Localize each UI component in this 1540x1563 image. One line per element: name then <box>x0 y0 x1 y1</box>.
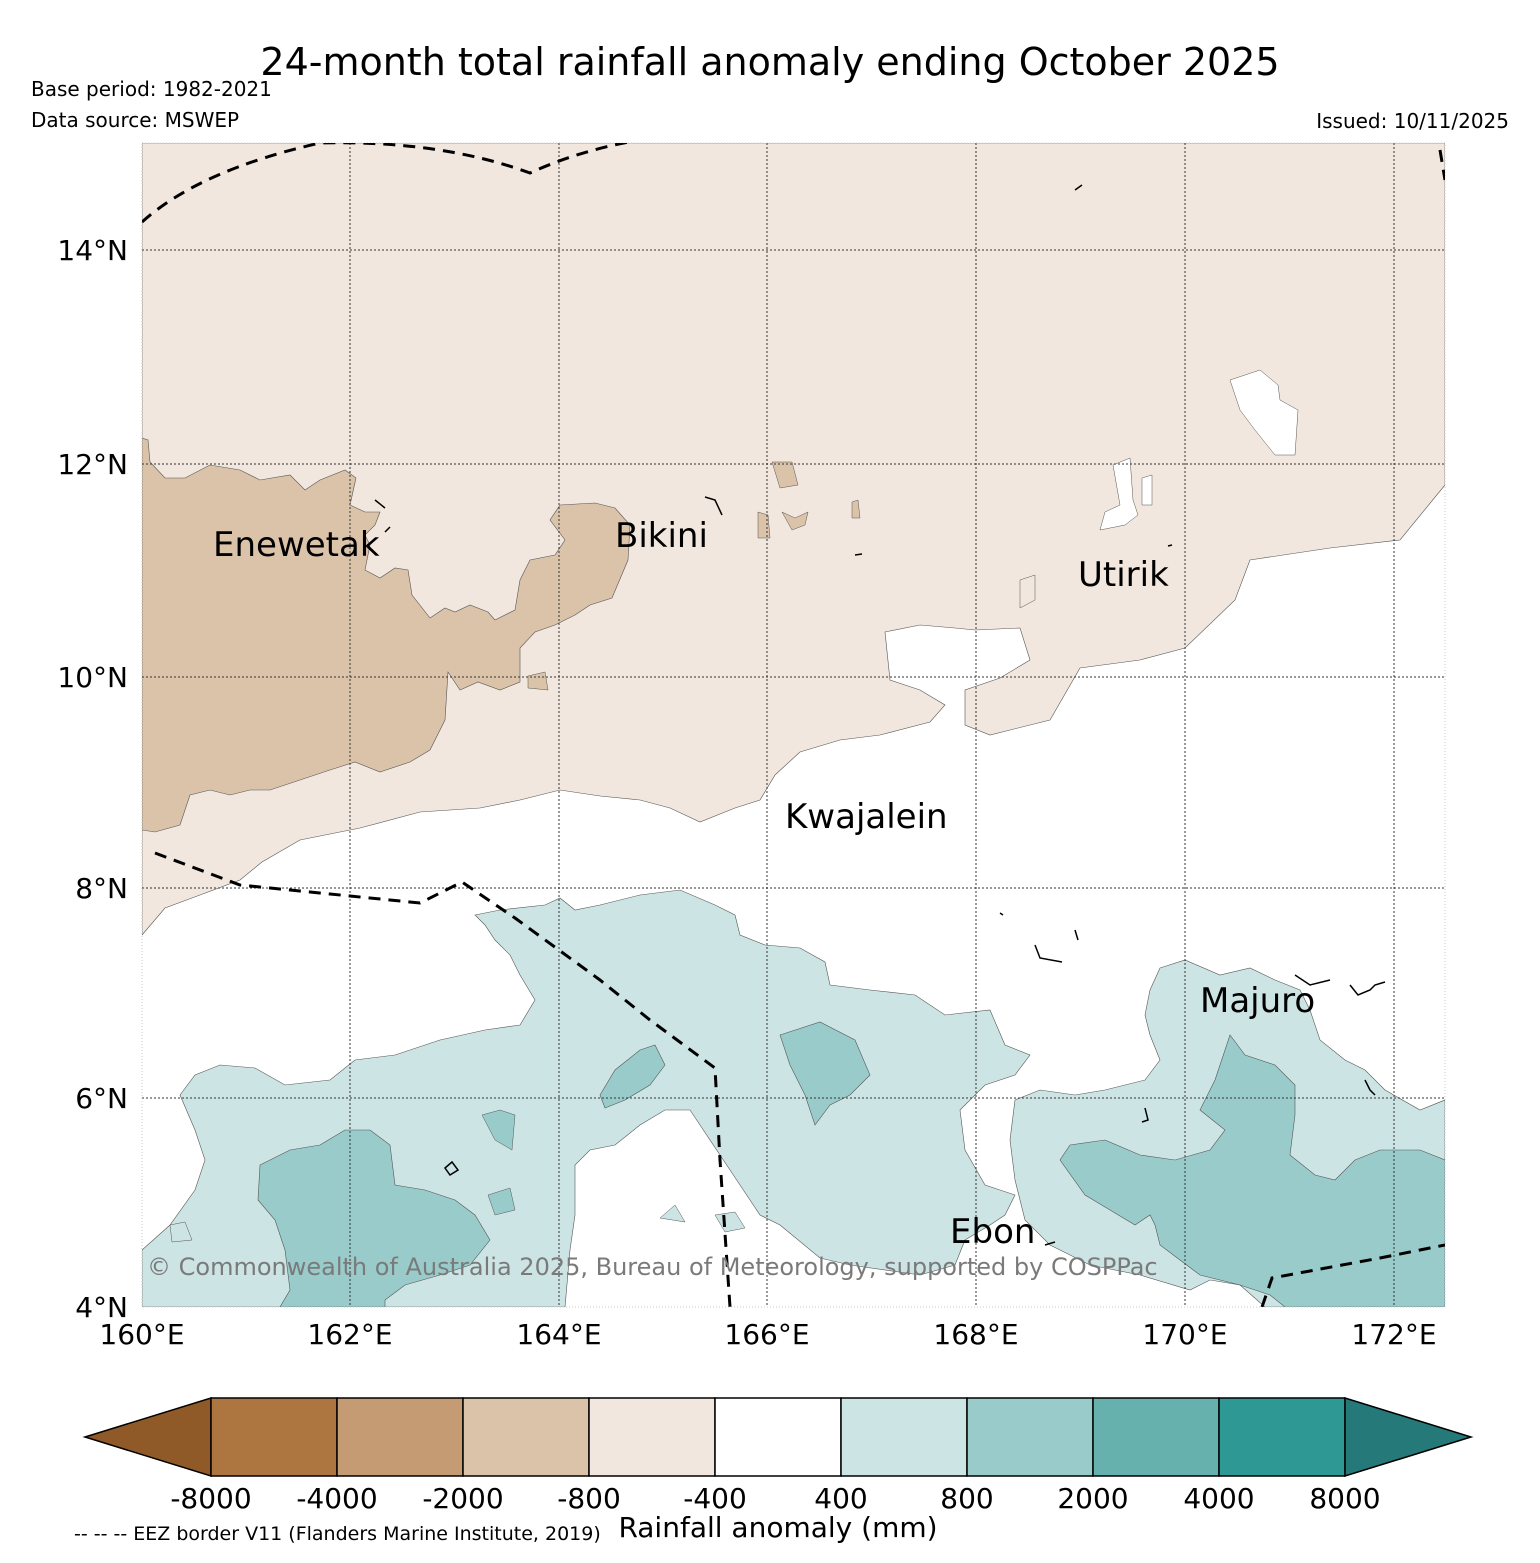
island-outlines <box>374 184 1386 1246</box>
place-label-ebon: Ebon <box>950 1212 1035 1252</box>
colorbar-segment <box>210 1397 338 1477</box>
colorbar-tick-label: -400 <box>683 1482 747 1510</box>
lat-label: 4°N <box>75 1291 128 1324</box>
colorbar-label: Rainfall anomaly (mm) <box>618 1511 938 1544</box>
eez-border <box>142 143 1445 1307</box>
lon-label: 160°E <box>99 1318 184 1351</box>
lat-label: 8°N <box>75 872 128 905</box>
colorbar-segment <box>966 1397 1094 1477</box>
colorbar-segment <box>1218 1397 1346 1477</box>
anomaly-region-wet-mid <box>599 1044 666 1109</box>
anomaly-region-wet-mid <box>1059 1034 1445 1307</box>
map-frame <box>141 142 1446 1308</box>
place-label-majuro: Majuro <box>1200 981 1315 1021</box>
lon-label: 166°E <box>724 1318 809 1351</box>
colorbar-tick-label: 4000 <box>1183 1482 1254 1510</box>
data-source: Data source: MSWEP <box>31 108 240 132</box>
lon-label: 162°E <box>307 1318 392 1351</box>
colorbar-tick-label: 400 <box>814 1482 867 1510</box>
colorbar-ticks: -8000 -4000 -2000 -800 -400 400 800 2000 4000 800… <box>170 1482 1380 1510</box>
lon-label: 170°E <box>1142 1318 1227 1351</box>
eez-note: -- -- -- EEZ border V11 (Flanders Marine… <box>74 1523 601 1545</box>
anomaly-patch-dry-mid <box>771 461 799 489</box>
anomaly-patch-dry-mid <box>851 499 861 519</box>
anomaly-region-dry-light <box>142 143 1445 936</box>
colorbar: -8000 -4000 -2000 -800 -400 400 800 2000 4000 800… <box>82 1396 1474 1510</box>
map-gridlines <box>142 143 1445 1307</box>
colorbar-tick-label: -4000 <box>296 1482 377 1510</box>
colorbar-segment <box>1092 1397 1220 1477</box>
colorbar-segment <box>840 1397 968 1477</box>
colorbar-segments <box>82 1396 1474 1478</box>
copyright-notice: © Commonwealth of Australia 2025, Bureau… <box>147 1253 1158 1281</box>
lat-label: 6°N <box>75 1082 128 1115</box>
anomaly-region-wet-mid <box>779 1021 871 1126</box>
base-period: Base period: 1982-2021 <box>31 77 272 101</box>
anomaly-hole-neutral <box>1141 474 1153 506</box>
place-label-enewetak: Enewetak <box>213 525 380 565</box>
colorbar-segment <box>714 1397 842 1477</box>
colorbar-segment <box>588 1397 716 1477</box>
colorbar-tick-label: -8000 <box>170 1482 251 1510</box>
anomaly-region-dry-mid <box>142 437 631 833</box>
anomaly-patch-dry-light <box>1019 574 1036 609</box>
lon-label: 172°E <box>1351 1318 1436 1351</box>
colorbar-tick-label: 800 <box>940 1482 993 1510</box>
colorbar-tick-label: -2000 <box>422 1482 503 1510</box>
anomaly-patch-dry-mid <box>781 511 809 531</box>
anomaly-region-wet-mid <box>257 1129 491 1307</box>
lon-label: 164°E <box>516 1318 601 1351</box>
map-title: 24-month total rainfall anomaly ending O… <box>260 40 1280 84</box>
anomaly-patch-wet-light <box>169 1221 193 1243</box>
lat-label: 12°N <box>57 448 128 481</box>
lat-label: 10°N <box>57 661 128 694</box>
anomaly-hole-neutral <box>1229 369 1299 456</box>
rainfall-anomaly-field <box>142 143 1445 1307</box>
colorbar-tick-label: 2000 <box>1057 1482 1128 1510</box>
place-label-bikini: Bikini <box>615 516 708 556</box>
place-label-utirik: Utirik <box>1078 555 1169 595</box>
anomaly-patch-wet-light <box>659 1204 686 1223</box>
place-label-kwajalein: Kwajalein <box>785 797 948 837</box>
colorbar-segment <box>462 1397 590 1477</box>
map-area: 14°N 12°N 10°N 8°N 6°N 4°N 160°E 162°E 1… <box>57 142 1446 1351</box>
colorbar-tick-label: 8000 <box>1309 1482 1380 1510</box>
lat-label: 14°N <box>57 234 128 267</box>
colorbar-tick-label: -800 <box>557 1482 621 1510</box>
anomaly-patch-dry-mid <box>757 511 771 539</box>
anomaly-hole-neutral <box>1099 457 1139 531</box>
anomaly-region-wet-mid <box>481 1109 516 1151</box>
colorbar-extend-low <box>82 1396 212 1478</box>
colorbar-extend-high <box>1344 1396 1474 1478</box>
issued-date: Issued: 10/11/2025 <box>1316 109 1509 133</box>
anomaly-region-wet-mid <box>487 1187 516 1216</box>
colorbar-segment <box>336 1397 464 1477</box>
lon-label: 168°E <box>933 1318 1018 1351</box>
